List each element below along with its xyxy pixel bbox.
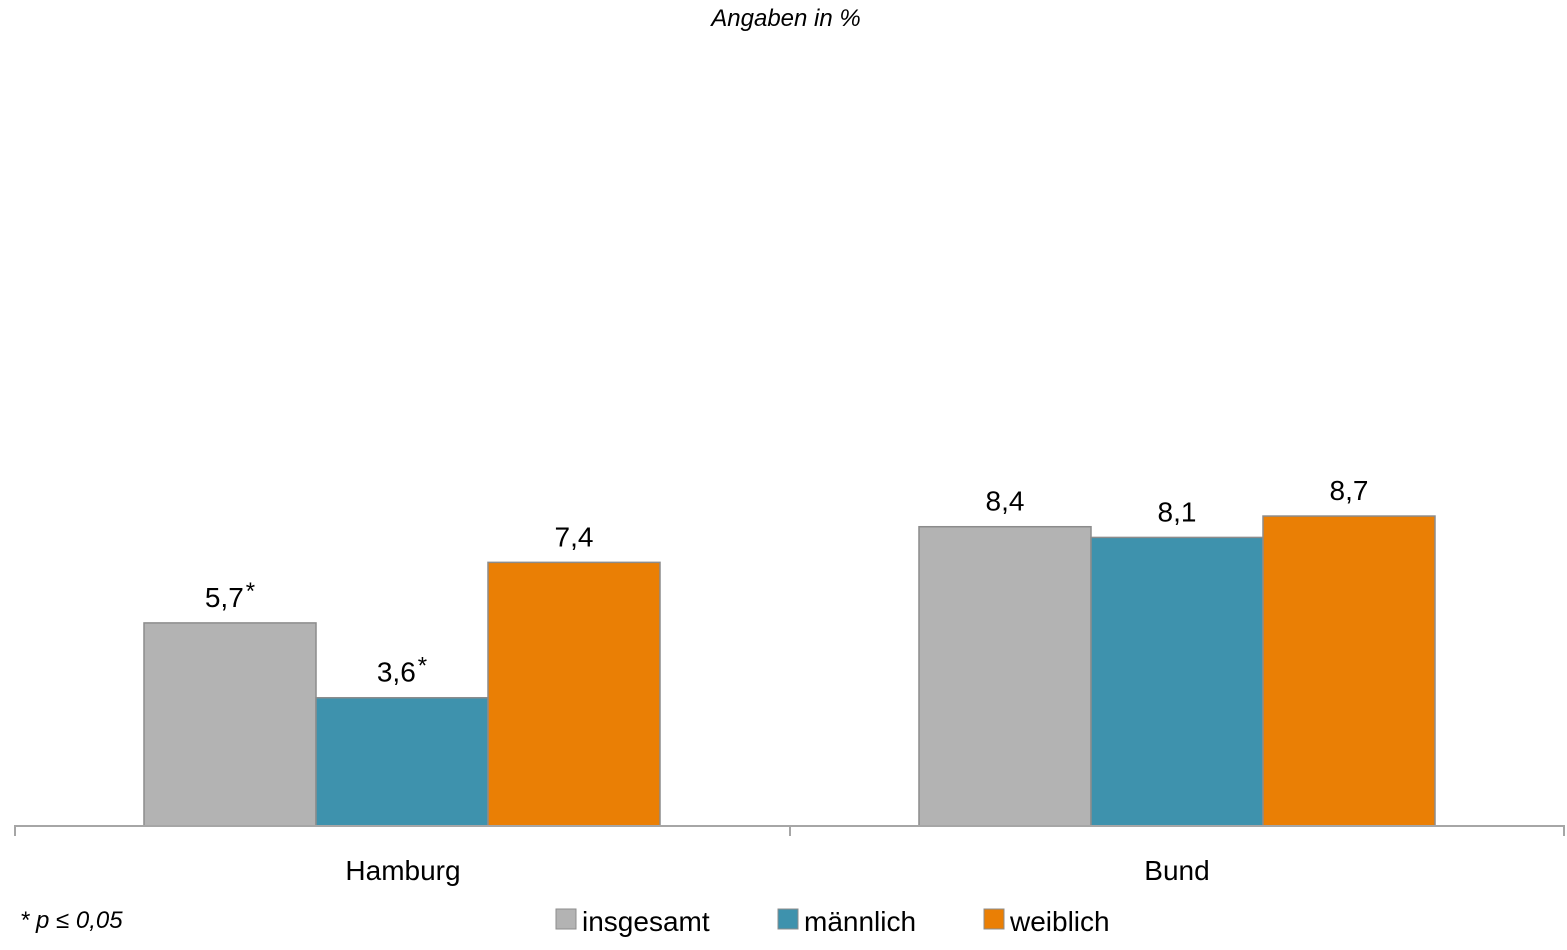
bar-bund-insgesamt <box>918 525 1092 827</box>
value-labels-group: 5,7* 3,6* 7,4 8,4 8,1 8,7 <box>205 475 1369 688</box>
category-labels-group: Hamburg Bund <box>345 855 1209 886</box>
bar-hamburg-mannlich <box>315 696 489 827</box>
value-label-hamburg-mannlich: 3,6* <box>377 653 427 688</box>
value-label-bund-weiblich: 8,7 <box>1330 475 1369 506</box>
footnote: * p ≤ 0,05 <box>20 907 123 934</box>
bar-hamburg-weiblich <box>487 561 661 827</box>
legend-label-insgesamt: insgesamt <box>582 906 710 937</box>
legend: insgesamt männlich weiblich <box>555 906 1110 937</box>
chart-subtitle: Angaben in % <box>709 5 860 32</box>
bar-hamburg-insgesamt <box>143 622 317 827</box>
significance-marker: * <box>246 578 255 605</box>
legend-swatch-weiblich <box>983 908 1005 930</box>
value-label-bund-mannlich: 8,1 <box>1158 496 1197 527</box>
value-label-hamburg-weiblich: 7,4 <box>555 521 594 552</box>
legend-swatch-insgesamt <box>555 908 577 930</box>
bar-bund-mannlich <box>1090 536 1264 827</box>
value-label-bund-insgesamt: 8,4 <box>986 486 1025 517</box>
value-label-hamburg-insgesamt: 5,7* <box>205 578 255 613</box>
bar-bund-weiblich <box>1262 515 1436 827</box>
legend-label-mannlich: männlich <box>804 906 916 937</box>
legend-label-weiblich: weiblich <box>1009 906 1110 937</box>
significance-marker: * <box>418 653 427 680</box>
category-label-hamburg: Hamburg <box>345 855 460 886</box>
bars-group <box>143 515 1436 827</box>
category-label-bund: Bund <box>1144 855 1209 886</box>
legend-swatch-mannlich <box>777 908 799 930</box>
